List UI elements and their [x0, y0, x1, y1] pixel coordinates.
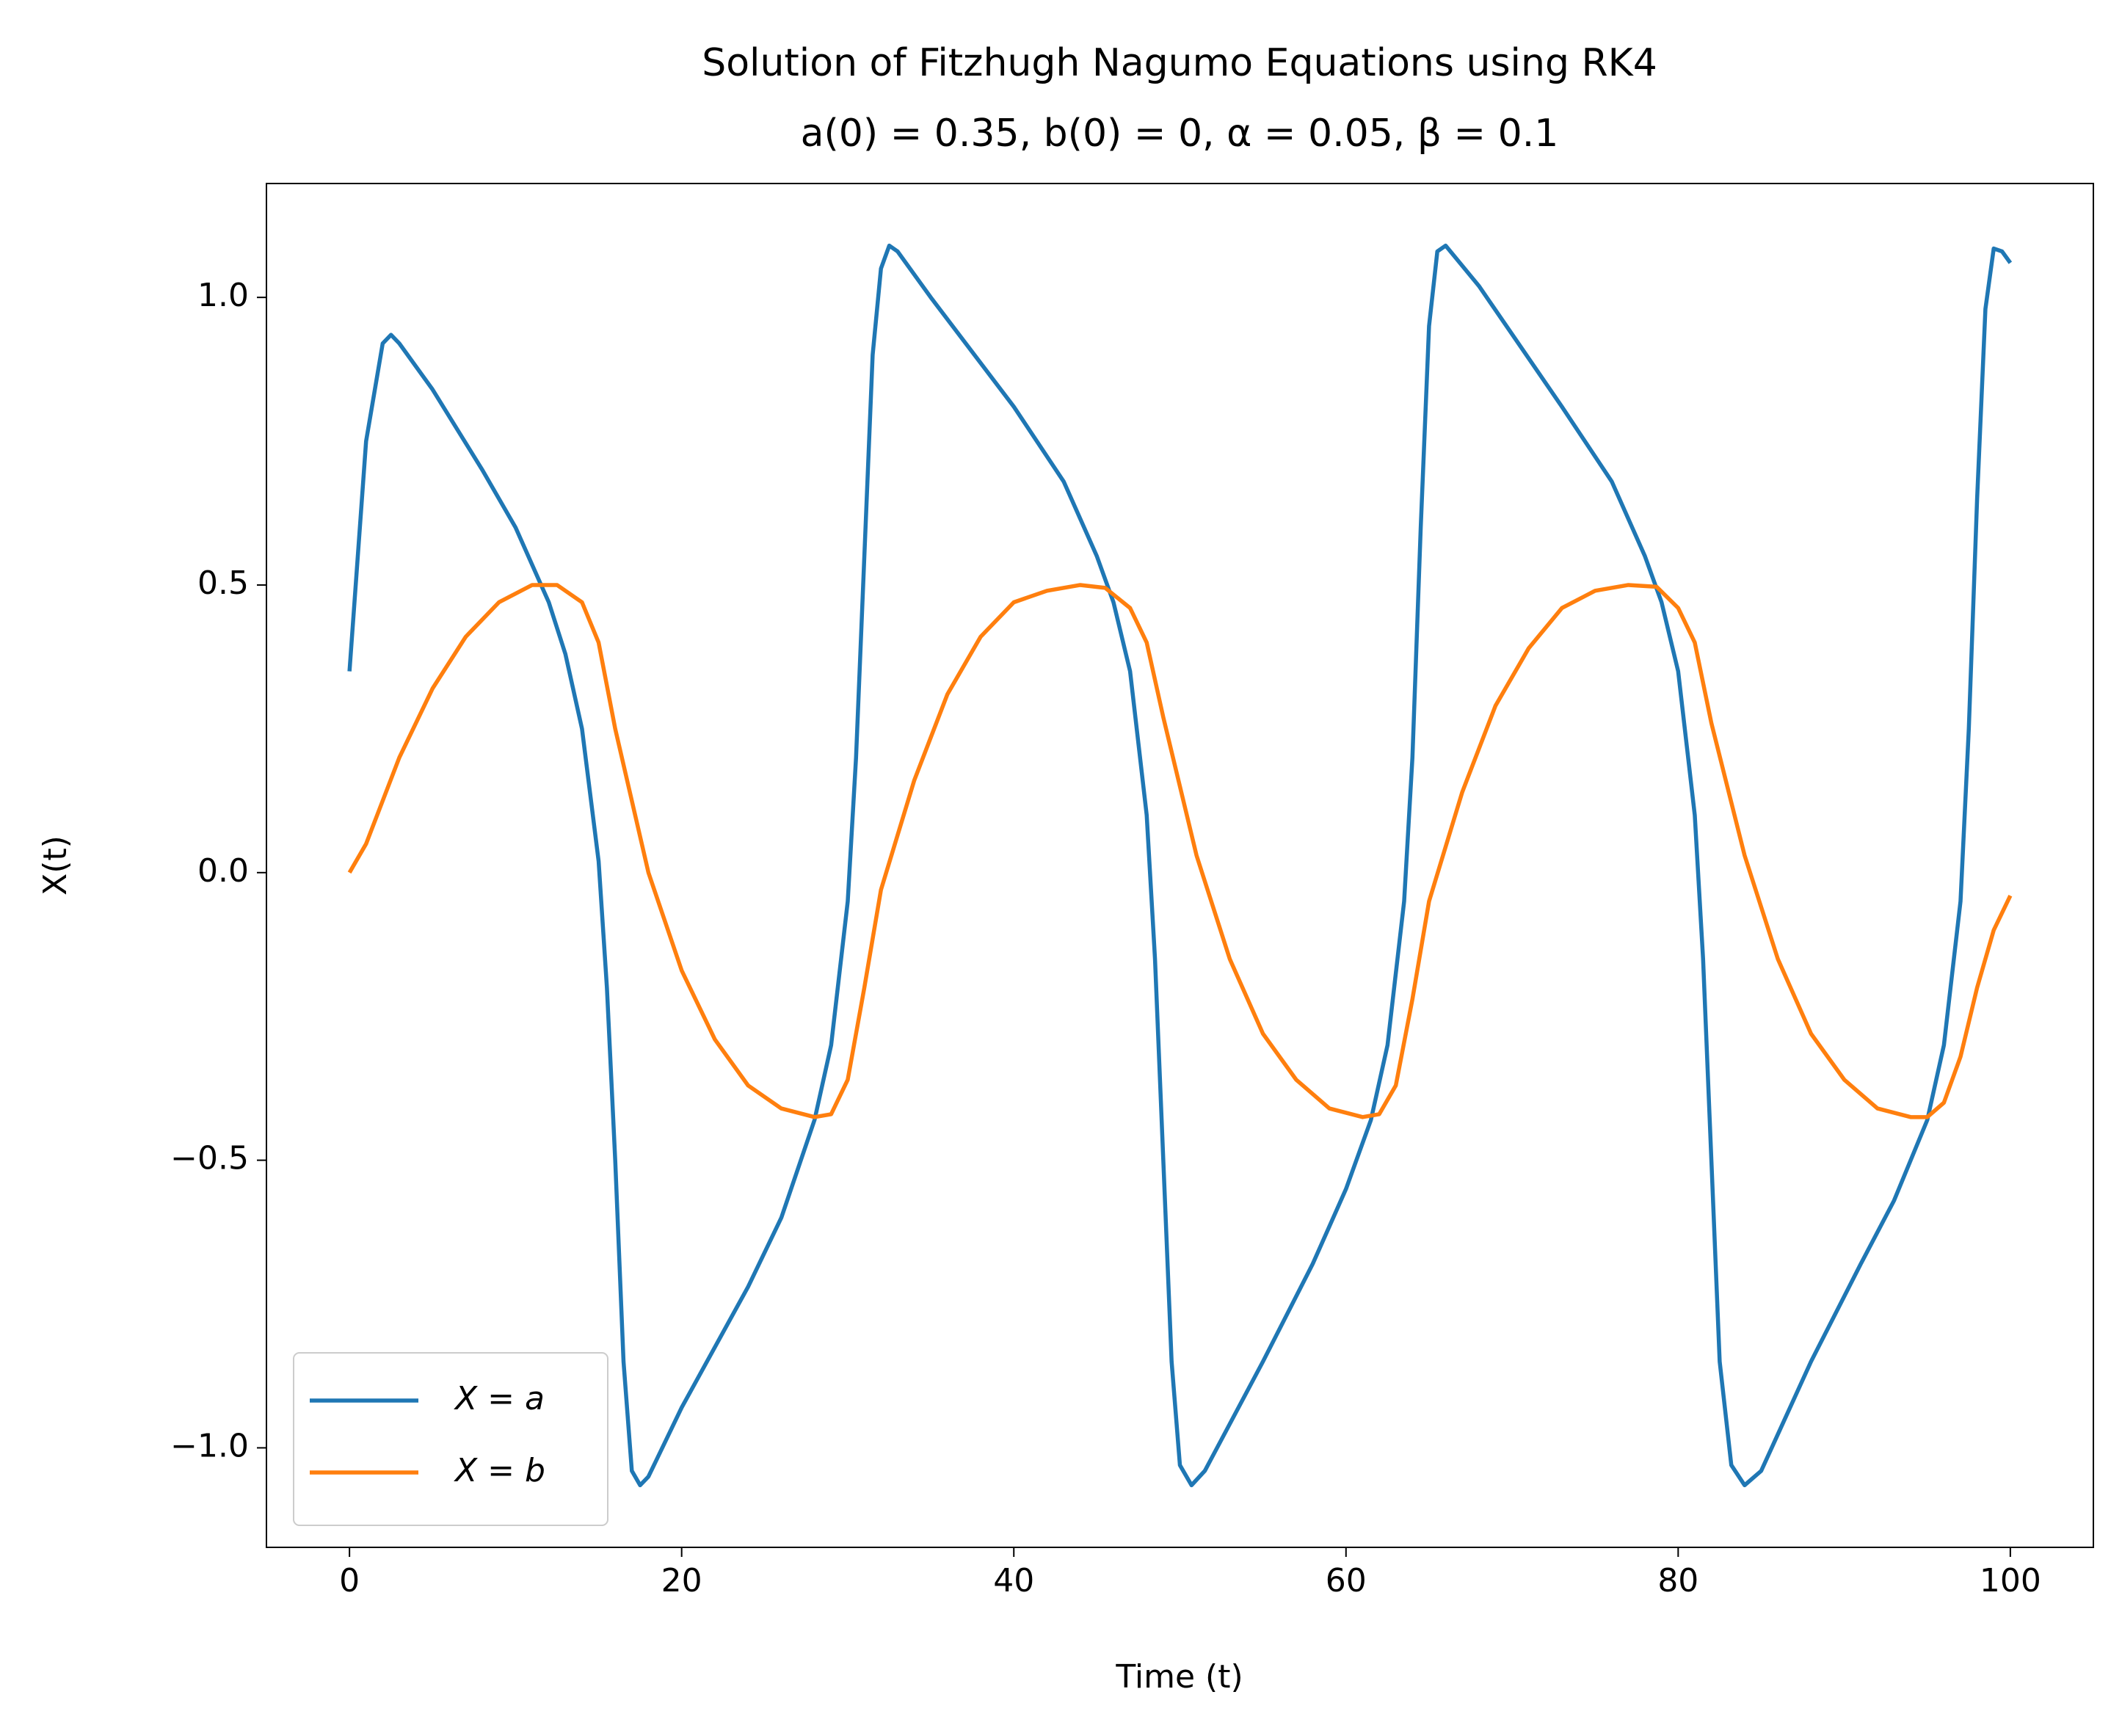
chart-subtitle: a(0) = 0.35, b(0) = 0, α = 0.05, β = 0.1: [801, 112, 1559, 156]
x-tick-label: 100: [1980, 1562, 2041, 1599]
y-axis-label: X(t): [37, 835, 74, 896]
y-tick-label: 1.0: [197, 277, 249, 314]
data-line: [347, 583, 2013, 1119]
chart-title: Solution of Fitzhugh Nagumo Equations us…: [702, 41, 1657, 85]
legend-label: X = b: [454, 1452, 545, 1489]
legend-label: X = a: [454, 1380, 545, 1417]
y-tick-label: 0.0: [197, 852, 249, 890]
x-tick-label: 20: [661, 1562, 702, 1599]
data-line: [347, 243, 2013, 1488]
x-tick-label: 80: [1657, 1562, 1698, 1599]
y-tick-label: −0.5: [170, 1140, 249, 1177]
x-axis-label: Time (t): [1115, 1658, 1243, 1696]
legend-box: [293, 1352, 608, 1526]
x-tick-label: 40: [993, 1562, 1034, 1599]
y-tick-label: 0.5: [197, 564, 249, 602]
plot-frame: [266, 183, 2094, 1548]
x-tick-label: 0: [339, 1562, 360, 1599]
x-tick-label: 60: [1326, 1562, 1367, 1599]
y-tick-label: −1.0: [170, 1427, 249, 1464]
